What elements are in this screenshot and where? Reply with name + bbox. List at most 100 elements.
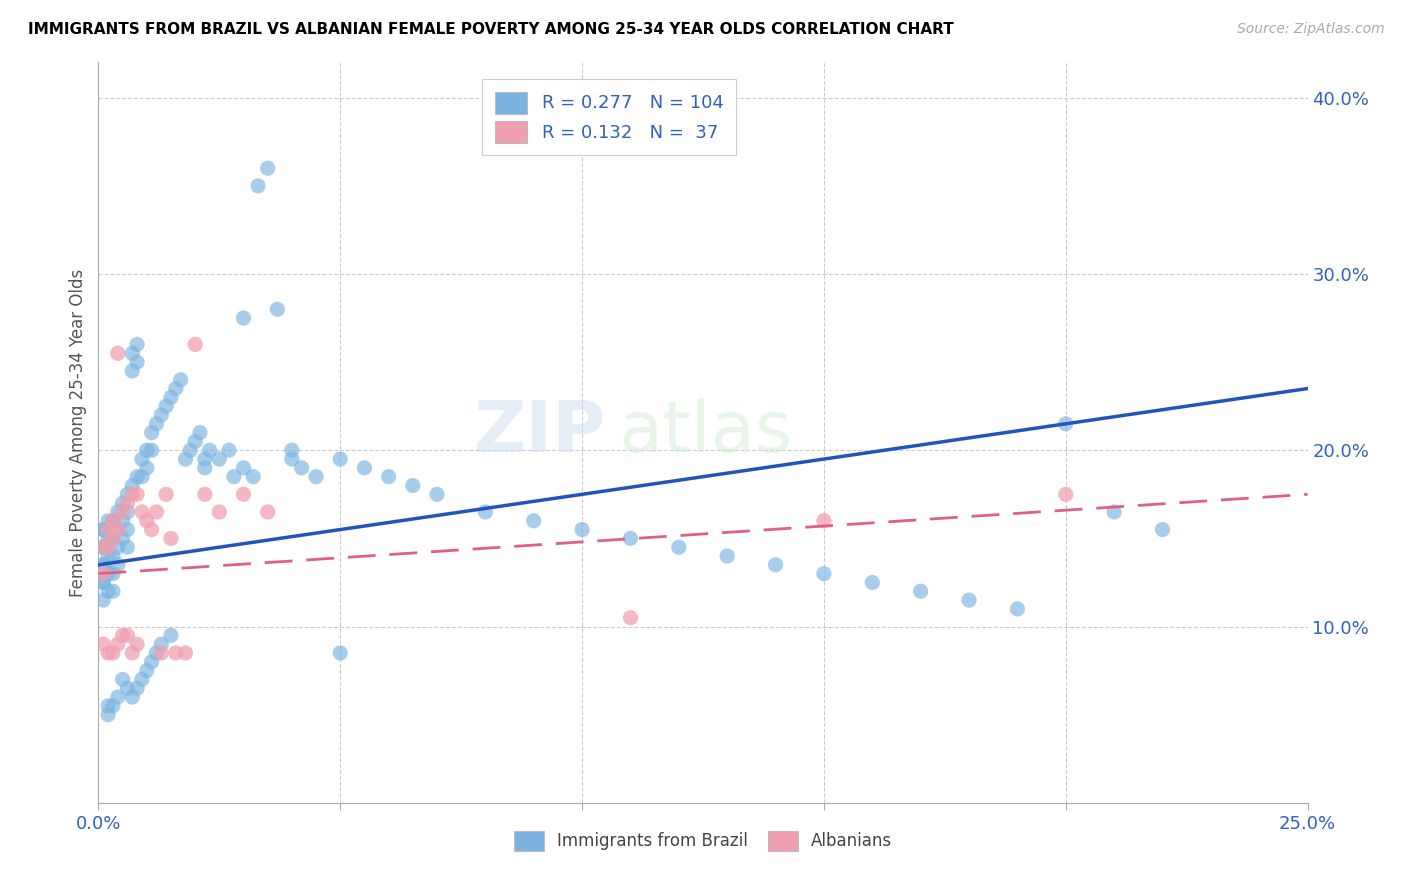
Point — [127, 487, 149, 501]
Point — [101, 532, 124, 546]
Point — [305, 469, 328, 483]
Point — [1054, 487, 1077, 501]
Point — [131, 452, 153, 467]
Text: Source: ZipAtlas.com: Source: ZipAtlas.com — [1237, 22, 1385, 37]
Point — [353, 461, 375, 475]
Point — [107, 540, 129, 554]
Point — [107, 523, 129, 537]
Point — [1152, 523, 1174, 537]
Point — [247, 178, 270, 193]
Point — [155, 399, 177, 413]
Point — [208, 452, 231, 467]
Point — [194, 487, 217, 501]
Point — [169, 373, 191, 387]
Point — [97, 646, 120, 660]
Point — [232, 461, 254, 475]
Point — [91, 540, 114, 554]
Point — [91, 540, 114, 554]
Point — [97, 514, 120, 528]
Point — [194, 452, 217, 467]
Point — [101, 514, 124, 528]
Point — [1007, 602, 1029, 616]
Point — [91, 575, 114, 590]
Point — [121, 364, 143, 378]
Point — [242, 469, 264, 483]
Point — [135, 514, 157, 528]
Point — [523, 514, 546, 528]
Point — [256, 161, 278, 176]
Text: IMMIGRANTS FROM BRAZIL VS ALBANIAN FEMALE POVERTY AMONG 25-34 YEAR OLDS CORRELAT: IMMIGRANTS FROM BRAZIL VS ALBANIAN FEMAL… — [28, 22, 953, 37]
Point — [184, 337, 207, 351]
Point — [145, 646, 167, 660]
Point — [121, 690, 143, 704]
Point — [127, 637, 149, 651]
Point — [145, 417, 167, 431]
Point — [91, 637, 114, 651]
Point — [101, 646, 124, 660]
Point — [127, 355, 149, 369]
Point — [160, 628, 183, 642]
Point — [111, 514, 134, 528]
Point — [329, 646, 352, 660]
Point — [179, 443, 201, 458]
Point — [165, 646, 187, 660]
Point — [165, 382, 187, 396]
Point — [97, 698, 120, 713]
Point — [97, 566, 120, 581]
Point — [121, 478, 143, 492]
Point — [97, 584, 120, 599]
Point — [619, 610, 641, 624]
Point — [910, 584, 932, 599]
Point — [117, 505, 139, 519]
Point — [184, 434, 207, 449]
Point — [377, 469, 399, 483]
Point — [91, 566, 114, 581]
Point — [117, 540, 139, 554]
Point — [111, 496, 134, 510]
Point — [813, 566, 835, 581]
Point — [222, 469, 245, 483]
Point — [135, 461, 157, 475]
Point — [668, 540, 690, 554]
Point — [174, 452, 197, 467]
Point — [121, 346, 143, 360]
Point — [1102, 505, 1125, 519]
Point — [155, 487, 177, 501]
Point — [281, 443, 304, 458]
Point — [131, 505, 153, 519]
Point — [1054, 417, 1077, 431]
Point — [107, 346, 129, 360]
Point — [716, 549, 738, 563]
Point — [571, 523, 593, 537]
Point — [111, 628, 134, 642]
Point — [97, 549, 120, 563]
Point — [135, 443, 157, 458]
Point — [290, 461, 312, 475]
Point — [194, 461, 217, 475]
Point — [101, 566, 124, 581]
Point — [91, 523, 114, 537]
Point — [131, 469, 153, 483]
Point — [765, 558, 787, 572]
Point — [135, 664, 157, 678]
Point — [117, 681, 139, 696]
Point — [127, 337, 149, 351]
Point — [101, 532, 124, 546]
Point — [150, 637, 173, 651]
Point — [218, 443, 240, 458]
Point — [150, 646, 173, 660]
Point — [145, 505, 167, 519]
Point — [91, 575, 114, 590]
Point — [813, 514, 835, 528]
Point — [127, 681, 149, 696]
Point — [107, 637, 129, 651]
Point — [97, 707, 120, 722]
Point — [266, 302, 288, 317]
Point — [117, 487, 139, 501]
Point — [101, 584, 124, 599]
Point — [117, 496, 139, 510]
Point — [198, 443, 221, 458]
Point — [208, 505, 231, 519]
Point — [117, 523, 139, 537]
Point — [107, 505, 129, 519]
